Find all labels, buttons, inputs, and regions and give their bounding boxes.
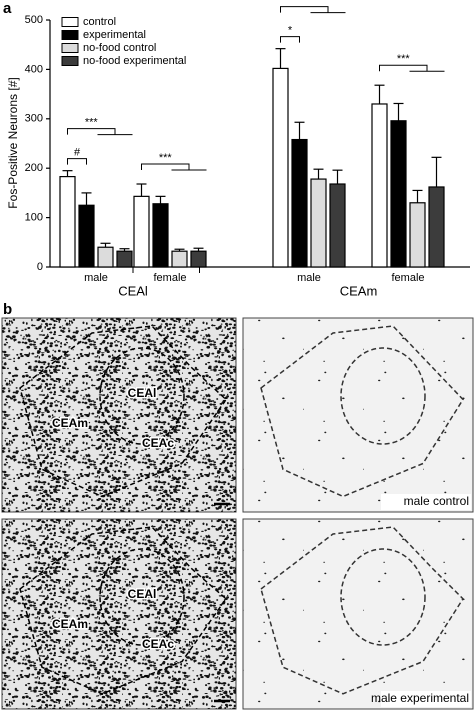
bracket-line — [67, 158, 87, 165]
legend-label: experimental — [83, 29, 146, 41]
caption: male control — [404, 494, 469, 508]
bar — [272, 67, 289, 268]
bar — [97, 246, 114, 268]
category-label: female — [391, 272, 424, 284]
micrograph-texture — [2, 318, 236, 512]
region-label: CEAc — [142, 637, 174, 651]
significance-bracket: # — [67, 147, 87, 165]
micrograph: CEAl CEAm CEAc — [1, 518, 237, 710]
significance-label: *** — [397, 53, 411, 65]
micrograph: male control — [242, 317, 474, 513]
bracket-line — [280, 36, 300, 43]
significance-bracket: *** — [141, 152, 207, 171]
bar — [310, 178, 327, 268]
region-outline — [99, 347, 185, 445]
significance-label: *** — [85, 117, 99, 129]
significance-label: *** — [298, 0, 312, 7]
legend-swatch — [61, 17, 79, 27]
region-outline — [340, 347, 426, 445]
y-tick-label: 300 — [25, 113, 43, 125]
bar — [133, 195, 150, 268]
bar — [152, 203, 169, 268]
bar — [116, 250, 133, 268]
bar — [409, 202, 426, 268]
significance-bracket: *** — [280, 0, 346, 14]
bracket-line — [141, 163, 190, 171]
y-tick-label: 400 — [25, 63, 43, 75]
y-tick-label: 200 — [25, 162, 43, 174]
bar — [59, 175, 76, 268]
region-outline — [19, 526, 228, 695]
legend-swatch — [61, 43, 79, 53]
y-tick-label: 0 — [37, 261, 43, 273]
micrograph: male experimental — [242, 518, 474, 710]
region-label: CEAl — [128, 386, 157, 400]
significance-label: *** — [159, 152, 173, 164]
region-outline — [99, 548, 185, 646]
micrograph-texture — [243, 318, 473, 512]
bracket-line — [67, 128, 116, 135]
region-outline — [260, 325, 464, 498]
micrograph: CEAl CEAm CEAc — [1, 317, 237, 513]
significance-label: # — [74, 147, 81, 159]
legend-label: control — [83, 16, 116, 28]
y-tick-label: 500 — [25, 14, 43, 26]
category-label: male — [297, 272, 321, 284]
micrograph-texture — [243, 519, 473, 709]
category-label: female — [153, 272, 186, 284]
bar — [428, 186, 445, 268]
legend-label: no-food control — [83, 42, 156, 54]
significance-bracket: * — [280, 25, 300, 43]
category-label: male — [84, 272, 108, 284]
legend-label: no-food experimental — [83, 55, 186, 67]
micrograph-texture — [2, 519, 236, 709]
caption-bg — [381, 691, 471, 707]
region-label: CEAl — [128, 587, 157, 601]
bar — [78, 204, 95, 268]
y-axis-label: Fos-Positive Neurons [#] — [6, 77, 20, 208]
significance-label: * — [288, 25, 293, 37]
significance-bracket: *** — [379, 53, 445, 72]
bar — [190, 250, 207, 268]
region-label: CEAc — [142, 436, 174, 450]
region-outline — [340, 548, 426, 646]
bracket-line — [379, 64, 428, 72]
caption-bg — [381, 494, 471, 510]
region-label: CEAm — [52, 416, 88, 430]
panel-label: b — [3, 301, 12, 318]
group-label: CEAl — [118, 283, 148, 298]
y-tick-label: 100 — [25, 212, 43, 224]
region-outline — [260, 526, 464, 695]
region-label: CEAm — [52, 617, 88, 631]
group-label: CEAm — [340, 283, 378, 298]
bar — [291, 138, 308, 268]
bar — [329, 183, 346, 268]
bar — [390, 120, 407, 268]
significance-bracket: *** — [67, 117, 133, 136]
caption: male experimental — [371, 691, 469, 705]
bracket-line — [280, 6, 329, 13]
panel-label: a — [3, 0, 12, 17]
legend-swatch — [61, 30, 79, 40]
bar — [371, 103, 388, 268]
legend-swatch — [61, 56, 79, 66]
bar — [171, 250, 188, 268]
